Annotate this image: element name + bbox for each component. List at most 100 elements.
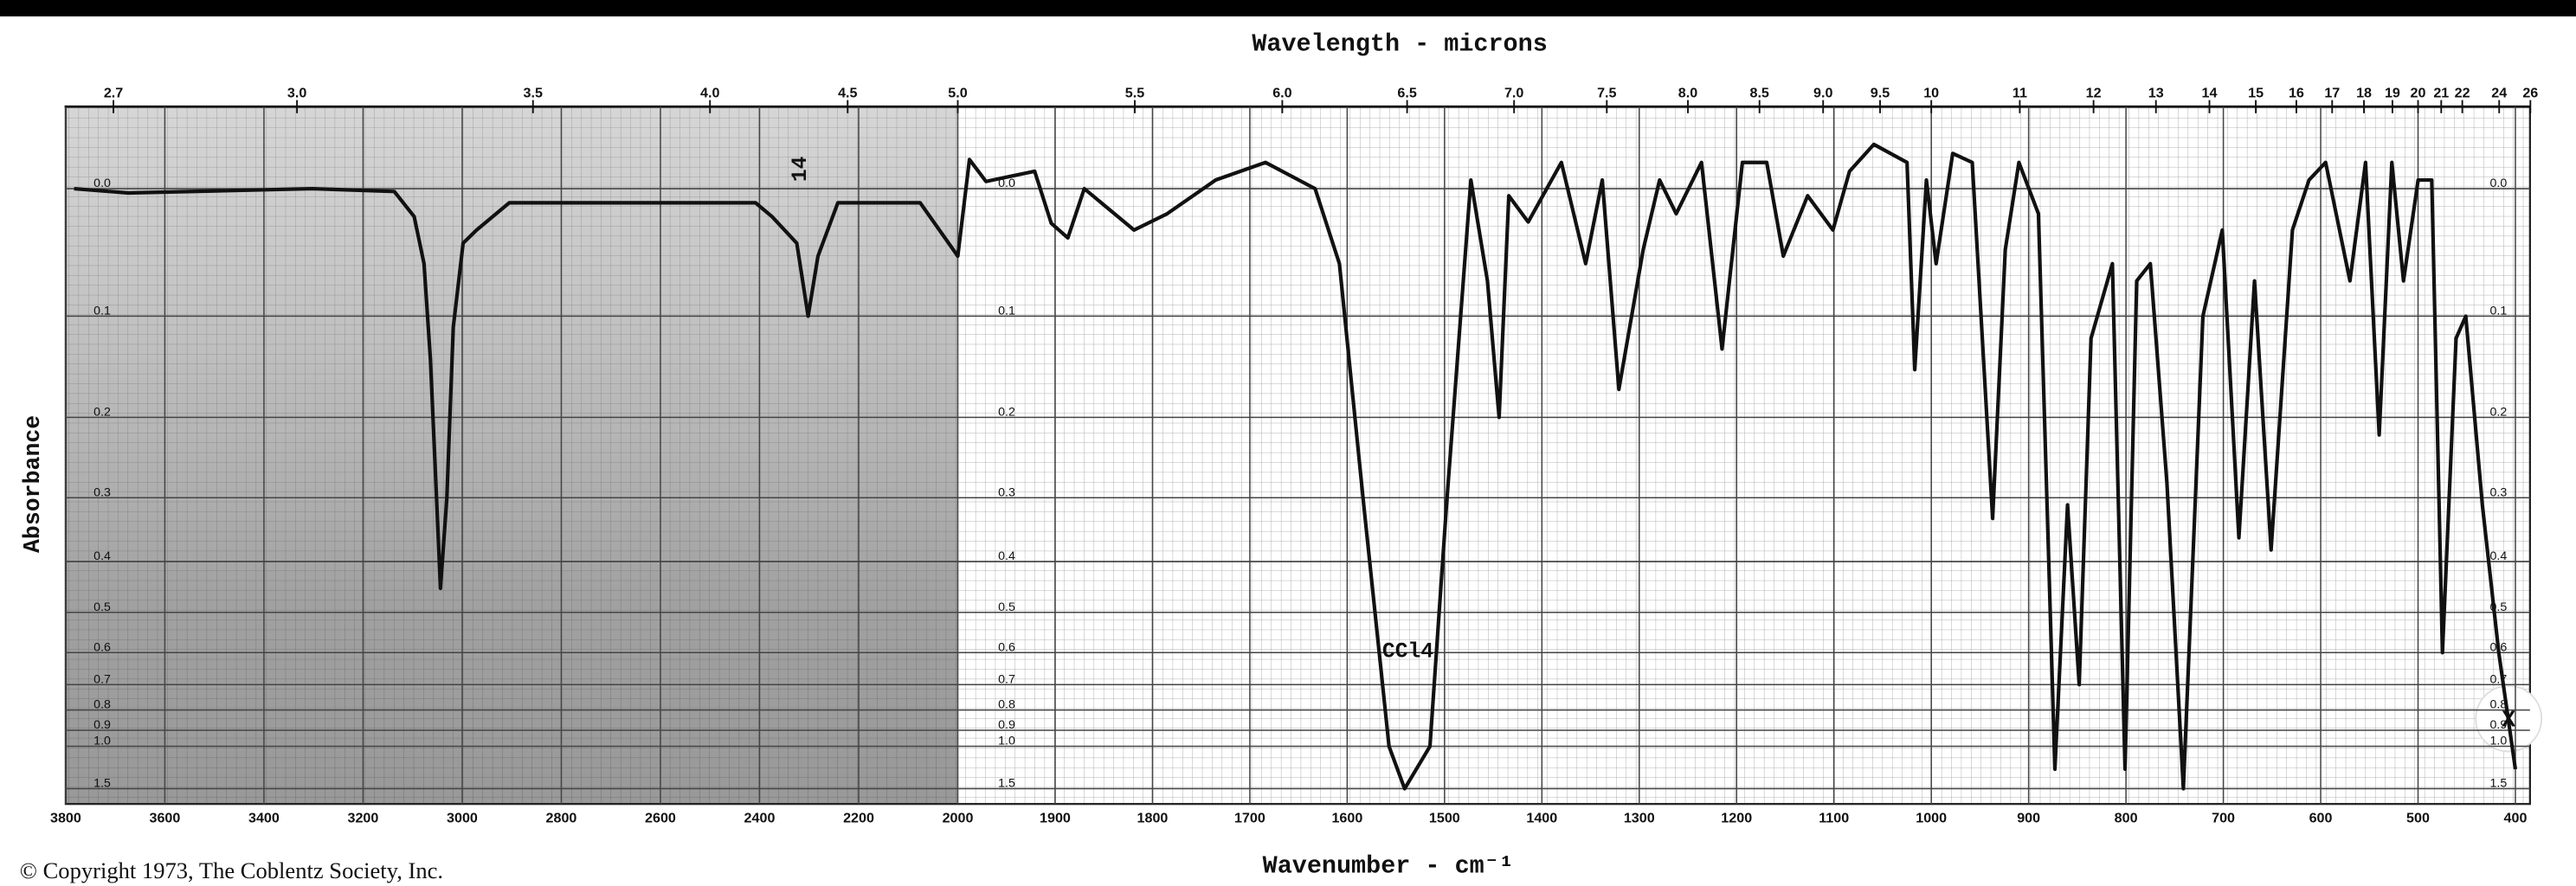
y-tick-label: 1.0 (2489, 735, 2507, 748)
x2-tick-label: 26 (2522, 85, 2538, 100)
x2-tick-label: 4.5 (838, 85, 857, 100)
y-tick-label: 1.5 (998, 777, 1015, 791)
x2-tick-label: 24 (2491, 85, 2507, 100)
spectrum-line (74, 142, 2518, 791)
x2-tick-label: 7.0 (1504, 85, 1523, 100)
y-axis-label: Absorbance (20, 415, 46, 553)
x-tick-label: 1100 (1819, 811, 1849, 826)
annotation: CCl4 (1382, 639, 1433, 664)
y-tick-label: 0.9 (2489, 718, 2507, 732)
y-tick-label: 0.3 (2489, 485, 2507, 499)
x-tick-label: 900 (2017, 811, 2040, 826)
plot-shading (65, 106, 958, 805)
x-tick-label: 1700 (1234, 811, 1265, 826)
x-tick-label: 1900 (1040, 811, 1071, 826)
x2-tick-label: 11 (2012, 85, 2027, 100)
y-tick-label: 0.6 (998, 640, 1015, 654)
x2-tick-label: 22 (2455, 85, 2470, 100)
x-tick-label: 1600 (1331, 811, 1362, 826)
x2-tick-label: 12 (2086, 85, 2102, 100)
x2-tick-label: 7.5 (1597, 85, 1616, 100)
y-tick-label: 0.5 (93, 600, 111, 614)
x-axis-label: Wavenumber - cm⁻¹ (1263, 852, 1514, 881)
x-tick-label: 700 (2212, 811, 2235, 826)
x-tick-label: 400 (2504, 811, 2528, 826)
x-tick-label: 3400 (248, 811, 280, 826)
x2-tick-label: 2.7 (104, 85, 123, 100)
copyright: © Copyright 1973, The Coblentz Society, … (20, 857, 443, 883)
x2-tick-label: 19 (2385, 85, 2400, 100)
x2-tick-label: 17 (2324, 85, 2340, 100)
x2-tick-label: 6.5 (1397, 85, 1416, 100)
x2-tick-label: 9.0 (1813, 85, 1832, 100)
y-tick-label: 0.0 (998, 177, 1015, 190)
x2-tick-label: 20 (2411, 85, 2426, 100)
x2-tick-label: 4.0 (700, 85, 719, 100)
y-tick-label: 0.6 (93, 640, 111, 654)
y-tick-label: 0.9 (93, 718, 111, 732)
x-tick-label: 1200 (1721, 811, 1752, 826)
y-tick-label: 0.9 (998, 718, 1015, 732)
x-tick-label: 1300 (1624, 811, 1655, 826)
x-tick-label: 2000 (943, 811, 974, 826)
y-tick-label: 1.5 (93, 777, 111, 791)
x2-tick-label: 5.5 (1125, 85, 1144, 100)
x-tick-label: 1800 (1137, 811, 1169, 826)
x2-tick-label: 9.5 (1871, 85, 1890, 100)
x-tick-label: 3800 (50, 811, 81, 826)
y-tick-label: 0.3 (998, 485, 1015, 499)
x-tick-label: 500 (2406, 811, 2430, 826)
y-tick-label: 0.4 (2489, 549, 2507, 563)
y-tick-label: 0.1 (998, 304, 1015, 318)
y-tick-label: 0.2 (93, 405, 111, 419)
y-tick-label: 0.5 (998, 600, 1015, 614)
y-tick-label: 0.8 (998, 698, 1015, 712)
x2-tick-label: 5.0 (948, 85, 967, 100)
x-tick-label: 3200 (348, 811, 379, 826)
y-tick-label: 0.3 (93, 485, 111, 499)
top-band (0, 0, 2576, 16)
x2-tick-label: 21 (2433, 85, 2449, 100)
y-tick-label: 1.5 (2489, 777, 2507, 791)
y-tick-label: 0.7 (93, 672, 111, 686)
x2-tick-label: 13 (2148, 85, 2164, 100)
y-tick-label: 1.0 (998, 735, 1015, 748)
annotation: 14 (789, 156, 813, 182)
x-tick-label: 1500 (1429, 811, 1460, 826)
y-tick-label: 0.1 (93, 304, 111, 318)
x2-tick-label: 6.0 (1272, 85, 1291, 100)
y-tick-label: 0.1 (2489, 304, 2507, 318)
chart-title: Wavelength - microns (1252, 30, 1547, 59)
y-tick-label: 0.8 (2489, 698, 2507, 712)
x2-tick-label: 3.0 (287, 85, 306, 100)
y-tick-label: 0.8 (93, 698, 111, 712)
x2-tick-label: 18 (2356, 85, 2372, 100)
x-tick-label: 3600 (149, 811, 180, 826)
x2-tick-label: 8.0 (1678, 85, 1697, 100)
x-tick-label: 2800 (546, 811, 577, 826)
x-tick-label: 2400 (744, 811, 776, 826)
y-tick-label: 0.0 (93, 177, 111, 190)
x-tick-label: 3000 (447, 811, 478, 826)
y-tick-label: 1.0 (93, 735, 111, 748)
x-tick-label: 2200 (843, 811, 874, 826)
y-tick-label: 0.7 (998, 672, 1015, 686)
x-tick-label: 1400 (1526, 811, 1557, 826)
x2-tick-label: 3.5 (524, 85, 543, 100)
x2-tick-label: 8.5 (1750, 85, 1769, 100)
x2-tick-label: 16 (2289, 85, 2304, 100)
x-tick-label: 2600 (645, 811, 676, 826)
y-tick-label: 0.4 (998, 549, 1015, 563)
y-tick-label: 0.0 (2489, 177, 2507, 190)
y-tick-label: 0.2 (2489, 405, 2507, 419)
x2-tick-label: 10 (1923, 85, 1939, 100)
y-tick-label: 0.2 (998, 405, 1015, 419)
y-tick-label: 0.4 (93, 549, 111, 563)
x2-tick-label: 14 (2202, 85, 2218, 100)
x-tick-label: 800 (2115, 811, 2138, 826)
x-tick-label: 1000 (1916, 811, 1947, 826)
x2-tick-label: 15 (2248, 85, 2264, 100)
x-tick-label: 600 (2309, 811, 2333, 826)
